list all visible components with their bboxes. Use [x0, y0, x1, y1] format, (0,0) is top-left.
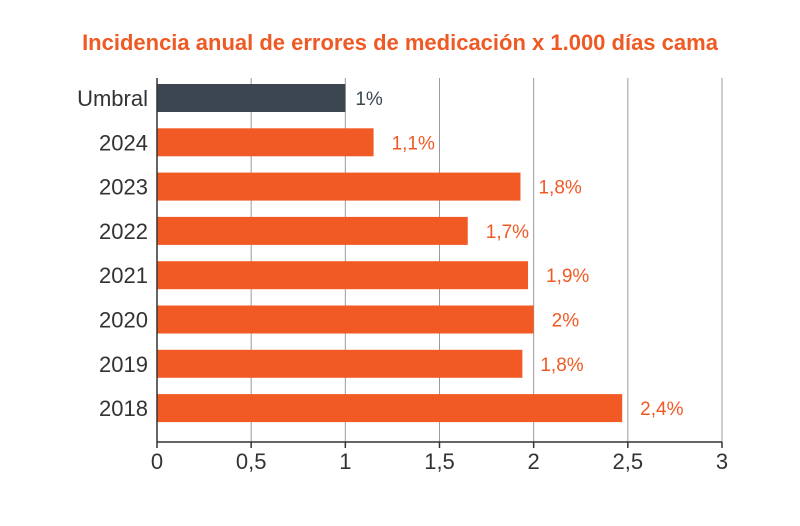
x-tick-label: 2: [528, 449, 540, 474]
data-label: 2%: [552, 311, 580, 332]
chart-title: Incidencia anual de errores de medicació…: [82, 30, 719, 55]
data-label: 1,7%: [486, 222, 529, 243]
x-tick-label: 0,5: [236, 449, 267, 474]
category-label: 2024: [99, 130, 148, 155]
x-tick-label: 2,5: [613, 449, 644, 474]
category-label: 2023: [99, 175, 148, 200]
bar-2022: [157, 216, 468, 245]
data-label: 1,9%: [546, 266, 589, 287]
bar-2023: [157, 172, 521, 201]
data-label: 1,8%: [538, 178, 581, 199]
bar-umbral: [157, 84, 346, 112]
x-tick-label: 1,5: [424, 449, 455, 474]
x-tick-label: 0: [151, 449, 163, 474]
x-tick-label: 1: [339, 449, 351, 474]
bar-2020: [157, 305, 534, 334]
category-label: 2021: [99, 263, 148, 288]
data-label: 1%: [355, 89, 383, 110]
bar-2018: [157, 394, 623, 423]
bar-2024: [157, 128, 374, 157]
data-label: 1,1%: [392, 133, 435, 154]
data-label: 1,8%: [540, 355, 583, 376]
category-label: 2022: [99, 219, 148, 244]
bar-2019: [157, 349, 523, 378]
category-label: Umbral: [77, 86, 148, 111]
bar-2021: [157, 261, 529, 290]
category-label: 2020: [99, 308, 148, 333]
data-label: 2,4%: [640, 399, 683, 420]
category-label: 2018: [99, 396, 148, 421]
category-label: 2019: [99, 352, 148, 377]
x-tick-label: 3: [716, 449, 728, 474]
